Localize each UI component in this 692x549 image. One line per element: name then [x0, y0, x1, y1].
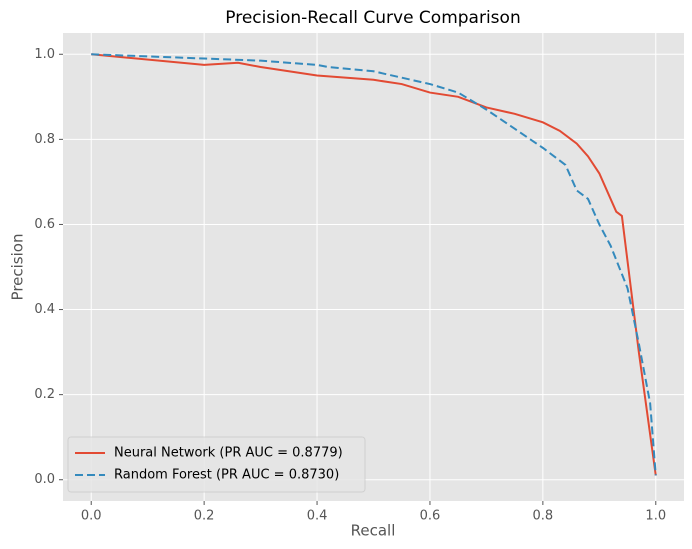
y-tick-label: 0.8	[34, 132, 55, 147]
x-tick-label: 1.0	[645, 509, 666, 524]
y-tick-label: 0.0	[34, 472, 55, 487]
x-tick-label: 0.2	[194, 509, 215, 524]
plot-area	[63, 33, 684, 501]
y-tick-label: 1.0	[34, 47, 55, 62]
line	[91, 53, 657, 476]
chart-title: Precision-Recall Curve Comparison	[225, 8, 520, 28]
x-axis-label: Recall	[351, 522, 396, 540]
x-tick-label: 0.0	[81, 509, 102, 524]
y-tick-label: 0.2	[34, 387, 55, 402]
x-tick-label: 0.4	[307, 509, 328, 524]
y-tick-label: 0.4	[34, 302, 55, 317]
line	[91, 53, 657, 476]
y-tick-label: 0.6	[34, 217, 55, 232]
legend-box	[67, 436, 366, 493]
x-tick-label: 0.8	[533, 509, 554, 524]
y-axis-label: Precision	[9, 234, 27, 301]
legend-label: Random Forest (PR AUC = 0.8730)	[114, 468, 339, 483]
x-tick-label: 0.6	[420, 509, 441, 524]
legend-label: Neural Network (PR AUC = 0.8779)	[114, 446, 343, 461]
